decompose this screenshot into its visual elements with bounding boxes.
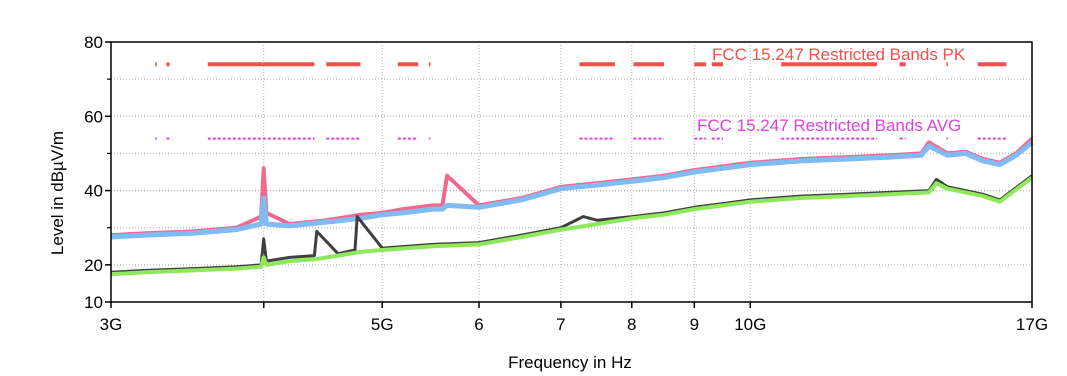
y-axis-title: Level in dBµV/m xyxy=(48,131,67,255)
y-tick-label-0: 10 xyxy=(84,293,103,312)
y-tick-label-1: 20 xyxy=(84,256,103,275)
tick-labels: 10 20 40 60 80 3G 5G 6 7 8 9 10G 17G xyxy=(84,33,1048,334)
x-tick-label-2: 5G xyxy=(371,315,394,334)
axis-ticks xyxy=(105,41,1033,308)
y-tick-label-3: 60 xyxy=(84,107,103,126)
plot-border xyxy=(110,41,1033,303)
y-tick-label-2: 40 xyxy=(84,182,103,201)
grid xyxy=(110,41,1033,303)
x-tick-label-7: 10G xyxy=(734,315,766,334)
limit-lines xyxy=(155,62,1007,140)
series-line-peak-trace-overlay xyxy=(110,140,1034,240)
x-tick-label-8: 17G xyxy=(1016,315,1048,334)
traces xyxy=(110,137,1034,277)
x-tick-label-0: 3G xyxy=(100,315,123,334)
x-tick-label-5: 8 xyxy=(627,315,636,334)
x-tick-label-3: 6 xyxy=(474,315,483,334)
x-axis-title: Frequency in Hz xyxy=(508,353,632,372)
series-line-average-trace-overlay xyxy=(110,175,1034,277)
legend-avg-label: FCC 15.247 Restricted Bands AVG xyxy=(697,116,961,135)
y-tick-label-4: 80 xyxy=(84,33,103,52)
x-tick-label-6: 9 xyxy=(690,315,699,334)
x-tick-label-4: 7 xyxy=(556,315,565,334)
legend-pk-label: FCC 15.247 Restricted Bands PK xyxy=(712,45,966,64)
